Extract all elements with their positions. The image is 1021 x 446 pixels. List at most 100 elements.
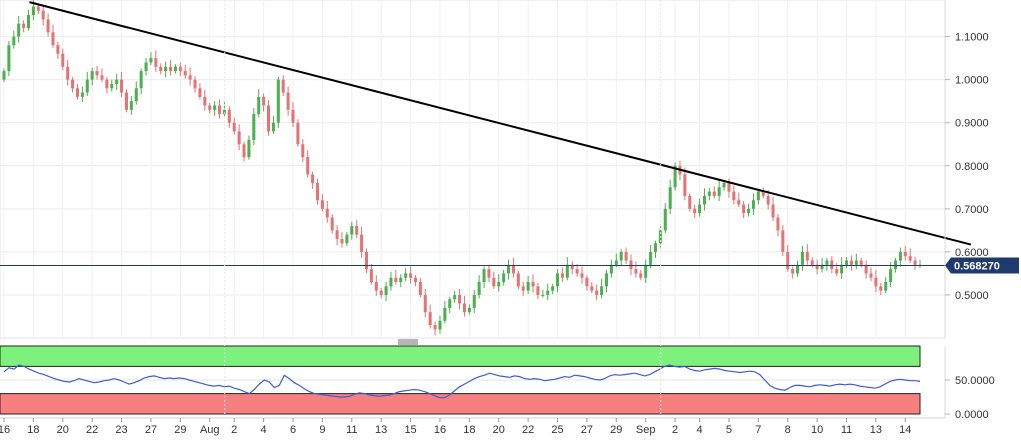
candle-body <box>653 243 658 252</box>
candle-body <box>433 325 437 330</box>
candle-body <box>766 195 770 205</box>
candle-body <box>232 122 236 132</box>
candle-body <box>149 58 153 63</box>
candle-body <box>12 36 16 46</box>
candle-body <box>462 303 466 313</box>
date-tick-label: 11 <box>841 424 852 436</box>
candle-body <box>129 101 133 110</box>
current-price-badge <box>945 257 1019 274</box>
candle-body <box>796 264 800 274</box>
date-tick-label: 16 <box>0 424 10 436</box>
date-tick-label: 13 <box>870 424 882 436</box>
candle-body <box>849 260 853 265</box>
candle-body <box>624 251 628 261</box>
candle-body <box>438 320 442 330</box>
candle-body <box>85 79 89 93</box>
candle-body <box>644 264 648 278</box>
candle-body <box>590 286 594 291</box>
candle-body <box>164 66 168 72</box>
candle-body <box>737 200 741 205</box>
price-grid <box>0 0 946 339</box>
candle-body <box>693 208 697 214</box>
candle-body <box>95 71 99 76</box>
candle-body <box>144 62 148 72</box>
candle-body <box>570 264 574 270</box>
candle-body <box>374 282 378 291</box>
candle-body <box>120 79 124 93</box>
candle-body <box>575 269 579 274</box>
candle-body <box>100 75 104 80</box>
candle-body <box>46 19 50 33</box>
price-tick-label: 0.8000 <box>955 161 989 173</box>
candle-body <box>315 182 320 201</box>
candle-body <box>418 282 422 295</box>
candle-body <box>776 217 780 231</box>
candle-body <box>521 286 525 291</box>
date-axis: 16 18 20 22 23 27 29 Aug 2 4 6 9 11 13 15 16 18 20 22 25 27 2… <box>0 0 945 436</box>
candle-body <box>159 66 163 72</box>
oversold-band <box>0 393 921 415</box>
candle-body <box>7 45 11 72</box>
date-tick-label: 29 <box>610 424 622 436</box>
candle-body <box>271 122 275 132</box>
candle-body <box>266 105 271 132</box>
candle-body <box>634 269 638 274</box>
candle-body <box>903 251 907 257</box>
candle-body <box>585 277 589 287</box>
candle-body <box>673 165 677 188</box>
candle-body <box>580 273 584 278</box>
candle-body <box>683 174 687 196</box>
candle-body <box>178 66 182 72</box>
candle-body <box>565 264 569 278</box>
candle-body <box>203 96 207 106</box>
date-tick-label: 27 <box>145 424 157 436</box>
candle-body <box>595 290 599 295</box>
candle-body <box>820 264 824 270</box>
candle-body <box>786 251 790 270</box>
candle-body <box>614 260 618 265</box>
candle-body <box>364 251 368 270</box>
date-tick-label: 18 <box>463 424 475 436</box>
candle-body <box>22 23 26 28</box>
candle-body <box>443 307 447 321</box>
candle-body <box>698 204 702 214</box>
candle-body <box>183 71 187 76</box>
candle-body <box>791 269 795 274</box>
candle-body <box>511 264 515 274</box>
candle-body <box>17 23 21 37</box>
price-tick-label: 0.9000 <box>955 118 989 130</box>
candle-body <box>771 204 775 218</box>
candle-body <box>252 114 256 140</box>
candle-body <box>242 144 246 158</box>
candle-body <box>71 79 75 89</box>
candle-body <box>649 251 653 265</box>
candle-body <box>320 200 324 209</box>
candle-body <box>286 92 290 110</box>
candle-body <box>360 234 364 252</box>
candle-body <box>409 273 413 278</box>
oscillator-line <box>3 364 921 399</box>
candle-body <box>898 251 902 261</box>
candle-body <box>663 208 667 231</box>
candle-body <box>458 294 462 304</box>
candle-body <box>781 230 785 252</box>
candle-body <box>845 260 849 265</box>
candle-body <box>727 182 731 192</box>
date-tick-label: 13 <box>375 424 387 436</box>
date-tick-label: 8 <box>785 424 791 436</box>
candle-body <box>717 187 721 196</box>
date-tick-label: 20 <box>57 424 69 436</box>
candle-body <box>90 71 94 80</box>
candle-body <box>913 260 917 265</box>
candle-body <box>761 191 765 196</box>
current-price-label: 0.568270 <box>954 261 1000 273</box>
candle-body <box>536 286 540 295</box>
candle-body <box>742 204 746 214</box>
candle-body <box>276 79 280 123</box>
candle-body <box>350 226 354 235</box>
candle-body <box>222 109 226 115</box>
candle-body <box>556 273 560 287</box>
date-tick-label: 22 <box>86 424 98 436</box>
candle-body <box>139 71 143 89</box>
candle-body <box>825 260 829 265</box>
